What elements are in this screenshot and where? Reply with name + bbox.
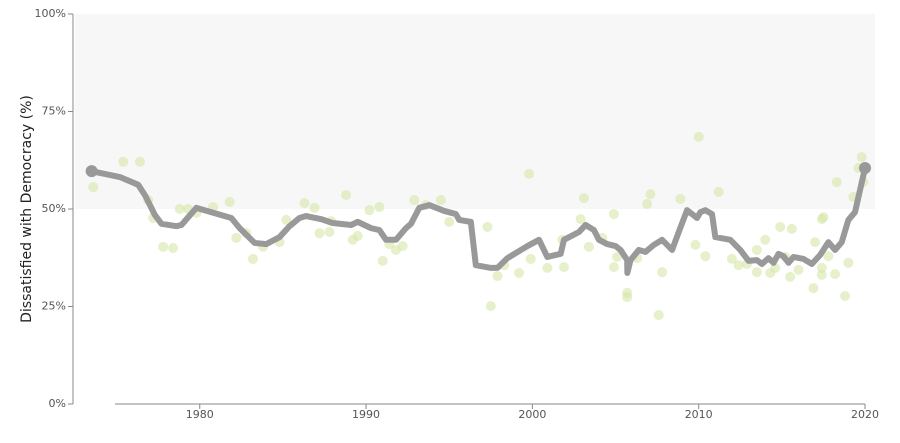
scatter-point — [299, 198, 310, 209]
scatter-point — [751, 267, 762, 278]
x-tick-label: 1980 — [186, 408, 214, 421]
scatter-point — [856, 152, 867, 163]
scatter-point — [341, 189, 352, 200]
scatter-point — [514, 267, 525, 278]
scatter-point — [247, 253, 258, 264]
scatter-point — [409, 195, 420, 206]
scatter-point — [558, 262, 569, 273]
scatter-point — [377, 255, 388, 266]
scatter-point — [578, 193, 589, 204]
scatter-point — [524, 168, 535, 179]
scatter-point — [726, 253, 737, 264]
scatter-point — [575, 214, 586, 225]
scatter-point — [608, 209, 619, 220]
scatter-point — [816, 262, 827, 273]
scatter-point — [444, 216, 455, 227]
scatter-point — [653, 310, 664, 321]
scatter-point — [309, 202, 320, 213]
y-tick-label: 50% — [42, 202, 66, 215]
shaded-band — [75, 14, 875, 209]
scatter-point — [823, 251, 834, 262]
scatter-point — [786, 223, 797, 234]
scatter-point — [525, 253, 536, 264]
scatter-point — [657, 267, 668, 278]
scatter-point — [713, 186, 724, 197]
scatter-point — [352, 230, 363, 241]
scatter-point — [675, 193, 686, 204]
scatter-point — [231, 232, 242, 243]
scatter-point — [492, 271, 503, 282]
scatter-point — [690, 239, 701, 250]
scatter-point — [693, 131, 704, 142]
scatter-point — [700, 251, 711, 262]
scatter-point — [168, 243, 179, 253]
scatter-point — [485, 301, 496, 312]
scatter-point — [118, 156, 129, 167]
scatter-point — [733, 260, 744, 271]
scatter-point — [608, 262, 619, 273]
end-point — [859, 162, 872, 175]
scatter-point — [760, 234, 771, 245]
y-tick-label: 25% — [42, 300, 66, 313]
scatter-point — [583, 241, 594, 252]
scatter-point — [134, 156, 145, 167]
scatter-point — [542, 262, 553, 273]
y-tick-label: 0% — [49, 397, 66, 410]
scatter-point — [622, 292, 633, 303]
end-point — [85, 165, 98, 178]
scatter-point — [831, 177, 842, 188]
y-axis-label: Dissatisfied with Democracy (%) — [19, 95, 35, 323]
x-tick-label: 1990 — [352, 408, 380, 421]
scatter-point — [158, 241, 169, 252]
scatter-point — [840, 290, 851, 301]
y-tick-label: 75% — [42, 105, 66, 118]
scatter-point — [793, 264, 804, 275]
x-tick-label: 2020 — [851, 408, 879, 421]
y-tick-label: 100% — [35, 7, 66, 20]
scatter-point — [612, 251, 623, 262]
scatter-point — [174, 204, 185, 214]
scatter-point — [324, 227, 335, 238]
scatter-point — [435, 195, 446, 206]
scatter-point — [818, 212, 829, 223]
x-tick-label: 2010 — [685, 408, 713, 421]
scatter-point — [645, 189, 656, 200]
scatter-point — [830, 269, 841, 280]
scatter-point — [482, 221, 493, 232]
scatter-point — [808, 283, 819, 294]
x-tick-label: 2000 — [518, 408, 546, 421]
scatter-point — [775, 221, 786, 232]
scatter-point — [88, 182, 99, 193]
scatter-point — [281, 214, 292, 225]
scatter-point — [314, 228, 325, 239]
scatter-point — [397, 241, 408, 252]
scatter-point — [785, 271, 796, 282]
scatter-point — [843, 257, 854, 268]
scatter-point — [810, 237, 821, 248]
scatter-point — [224, 196, 235, 207]
scatter-point — [816, 269, 827, 280]
scatter-point — [364, 205, 375, 216]
scatter-point — [751, 244, 762, 255]
scatter-point — [374, 202, 385, 213]
trend-line — [88, 165, 869, 276]
scatter-point — [642, 198, 653, 209]
